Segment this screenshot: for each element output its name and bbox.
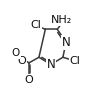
Text: O: O: [12, 48, 20, 58]
Text: O: O: [24, 75, 33, 85]
Text: N: N: [46, 58, 55, 71]
Text: Cl: Cl: [69, 56, 80, 66]
Text: Cl: Cl: [30, 20, 41, 30]
Text: NH₂: NH₂: [50, 15, 71, 25]
Text: O: O: [17, 56, 26, 66]
Text: N: N: [61, 36, 70, 49]
